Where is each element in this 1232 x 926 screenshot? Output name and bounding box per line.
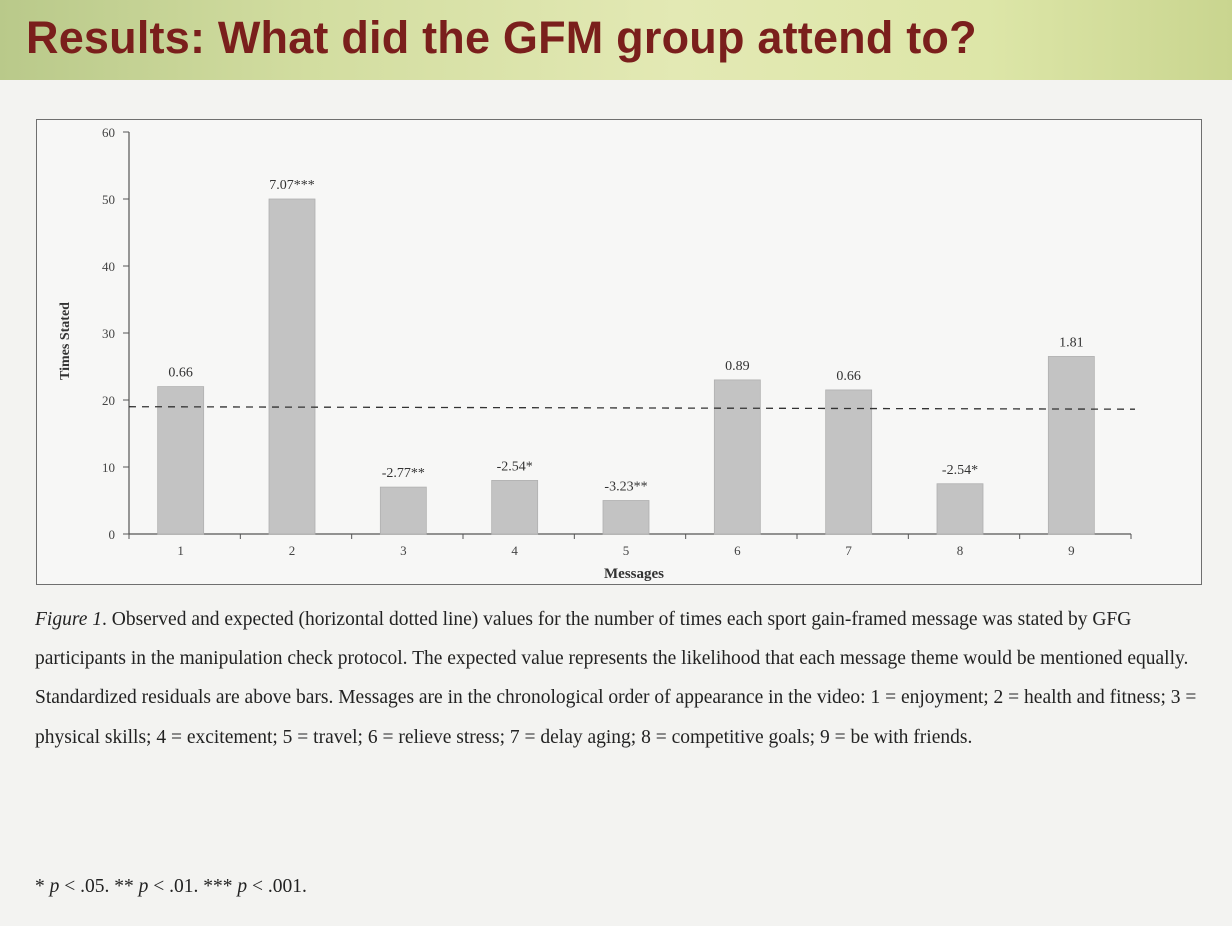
bar [491,479,539,535]
bar-chart: 0 10 20 30 40 50 60 0.66 1 7.07*** 2 -2.77** 3 -2.54*… [58,125,1136,582]
sig-p-3: p [237,876,248,897]
y-tick-label: 60 [102,125,115,140]
bar [1047,356,1095,535]
chart-frame: 0 10 20 30 40 50 60 0.66 1 7.07*** 2 -2.77** 3 -2.54*… [36,119,1202,585]
expected-value-line [128,406,1136,410]
y-tick-label: 10 [102,460,115,475]
x-tick-label: 7 [845,543,852,558]
bar-value-label: -2.54* [497,459,533,474]
bar-value-label: 0.66 [836,369,861,384]
figure-label: Figure 1 [35,609,102,630]
bar [825,389,873,535]
sig-text-4: < .001. [247,876,307,897]
sig-p-1: p [49,876,60,897]
caption-text: . Observed and expected (horizontal dott… [35,609,1197,748]
bar-value-label: 0.66 [168,366,193,381]
slide-title: Results: What did the GFM group attend t… [26,12,977,63]
x-tick-label: 1 [177,543,184,558]
y-axis-title: Times Stated [58,302,73,380]
x-tick-label: 2 [289,543,296,558]
y-tick-label: 30 [102,326,115,341]
bar [268,198,316,535]
sig-p-2: p [138,876,149,897]
y-tick-label: 40 [102,259,115,274]
bar-value-label: -2.77** [382,466,425,481]
bar-value-label: -3.23** [604,480,647,495]
x-tick-label: 6 [734,543,741,558]
bar-value-label: -2.54* [942,463,978,478]
x-tick-label: 9 [1068,543,1075,558]
significance-note: * p < .05. ** p < .01. *** p < .001. [35,876,307,898]
x-tick-label: 8 [957,543,964,558]
bar [602,500,650,535]
slide-header: Results: What did the GFM group attend t… [0,0,1232,80]
bar-value-label: 1.81 [1059,335,1084,350]
caption-paragraph: Figure 1. Observed and expected (horizon… [35,600,1215,757]
bar [379,486,427,535]
figure-caption: Figure 1. Observed and expected (horizon… [35,600,1215,757]
x-tick-label: 3 [400,543,407,558]
bar [157,386,205,535]
bar [936,483,984,535]
x-tick-label: 5 [623,543,630,558]
sig-text-2: < .05. ** [59,876,139,897]
x-tick-label: 4 [511,543,518,558]
bar-value-label: 0.89 [725,359,750,374]
sig-text-1: * [35,876,50,897]
y-tick-label: 20 [102,393,115,408]
bar-value-label: 7.07*** [269,178,315,193]
y-tick-label: 50 [102,192,115,207]
sig-text-3: < .01. *** [148,876,238,897]
y-tick-label: 0 [109,527,116,542]
bar [713,379,761,535]
x-axis-title: Messages [604,566,664,582]
